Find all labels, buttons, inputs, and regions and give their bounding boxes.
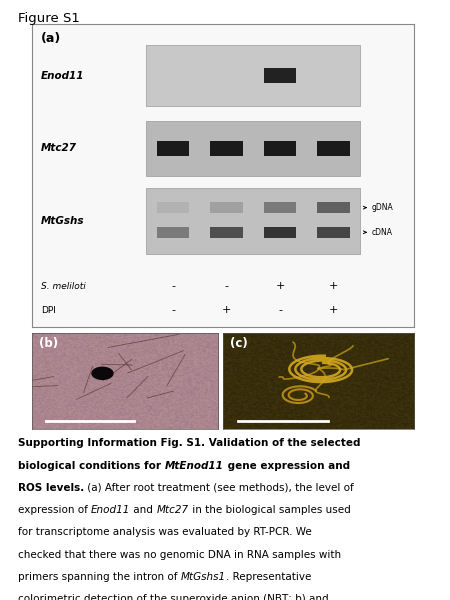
Text: -: - bbox=[171, 305, 175, 316]
Text: +: + bbox=[275, 281, 285, 291]
Bar bbox=[317, 202, 350, 213]
Text: DPI: DPI bbox=[41, 306, 56, 315]
Text: +: + bbox=[222, 305, 231, 316]
Text: MtEnod11: MtEnod11 bbox=[165, 461, 224, 470]
Text: ROS levels.: ROS levels. bbox=[18, 483, 84, 493]
Text: gene expression and: gene expression and bbox=[224, 461, 350, 470]
Text: Mtc27: Mtc27 bbox=[157, 505, 189, 515]
Polygon shape bbox=[91, 367, 114, 380]
Text: MtGshs1: MtGshs1 bbox=[181, 572, 226, 582]
Bar bbox=[264, 227, 297, 238]
Text: checked that there was no genomic DNA in RNA samples with: checked that there was no genomic DNA in… bbox=[18, 550, 341, 560]
Text: -: - bbox=[171, 281, 175, 291]
Bar bbox=[157, 227, 189, 238]
Text: (a): (a) bbox=[41, 32, 61, 44]
Text: -: - bbox=[278, 305, 282, 316]
Bar bbox=[317, 140, 350, 156]
Text: Supporting Information Fig. S1. Validation of the selected: Supporting Information Fig. S1. Validati… bbox=[18, 438, 360, 448]
Text: MtGshs: MtGshs bbox=[41, 216, 85, 226]
Bar bbox=[146, 188, 360, 254]
Text: (a) After root treatment (see methods), the level of: (a) After root treatment (see methods), … bbox=[84, 483, 354, 493]
Text: . Representative: . Representative bbox=[226, 572, 311, 582]
Text: Enod11: Enod11 bbox=[41, 71, 85, 80]
Bar bbox=[264, 68, 297, 83]
Bar bbox=[146, 121, 360, 175]
Bar bbox=[210, 227, 243, 238]
Text: Enod11: Enod11 bbox=[91, 505, 130, 515]
Text: +: + bbox=[329, 281, 338, 291]
Bar bbox=[317, 227, 350, 238]
Text: (c): (c) bbox=[230, 337, 248, 350]
Text: gDNA: gDNA bbox=[372, 203, 394, 212]
Bar bbox=[157, 140, 189, 156]
Text: for transcriptome analysis was evaluated by RT-PCR. We: for transcriptome analysis was evaluated… bbox=[18, 527, 312, 538]
Bar bbox=[146, 45, 360, 106]
Text: cDNA: cDNA bbox=[372, 228, 393, 237]
Text: expression of: expression of bbox=[18, 505, 91, 515]
Text: +: + bbox=[329, 305, 338, 316]
Bar bbox=[157, 202, 189, 213]
Bar bbox=[264, 140, 297, 156]
Text: and: and bbox=[130, 505, 157, 515]
Text: Mtc27: Mtc27 bbox=[41, 143, 77, 153]
Text: Figure S1: Figure S1 bbox=[18, 12, 80, 25]
Text: primers spanning the intron of: primers spanning the intron of bbox=[18, 572, 181, 582]
Bar bbox=[264, 202, 297, 213]
Text: in the biological samples used: in the biological samples used bbox=[189, 505, 351, 515]
Bar bbox=[210, 202, 243, 213]
Text: -: - bbox=[225, 281, 229, 291]
Bar bbox=[210, 140, 243, 156]
Text: (b): (b) bbox=[39, 337, 58, 350]
Text: colorimetric detection of the superoxide anion (NBT; b) and: colorimetric detection of the superoxide… bbox=[18, 594, 328, 600]
Text: biological conditions for: biological conditions for bbox=[18, 461, 165, 470]
Text: S. meliloti: S. meliloti bbox=[41, 281, 86, 290]
